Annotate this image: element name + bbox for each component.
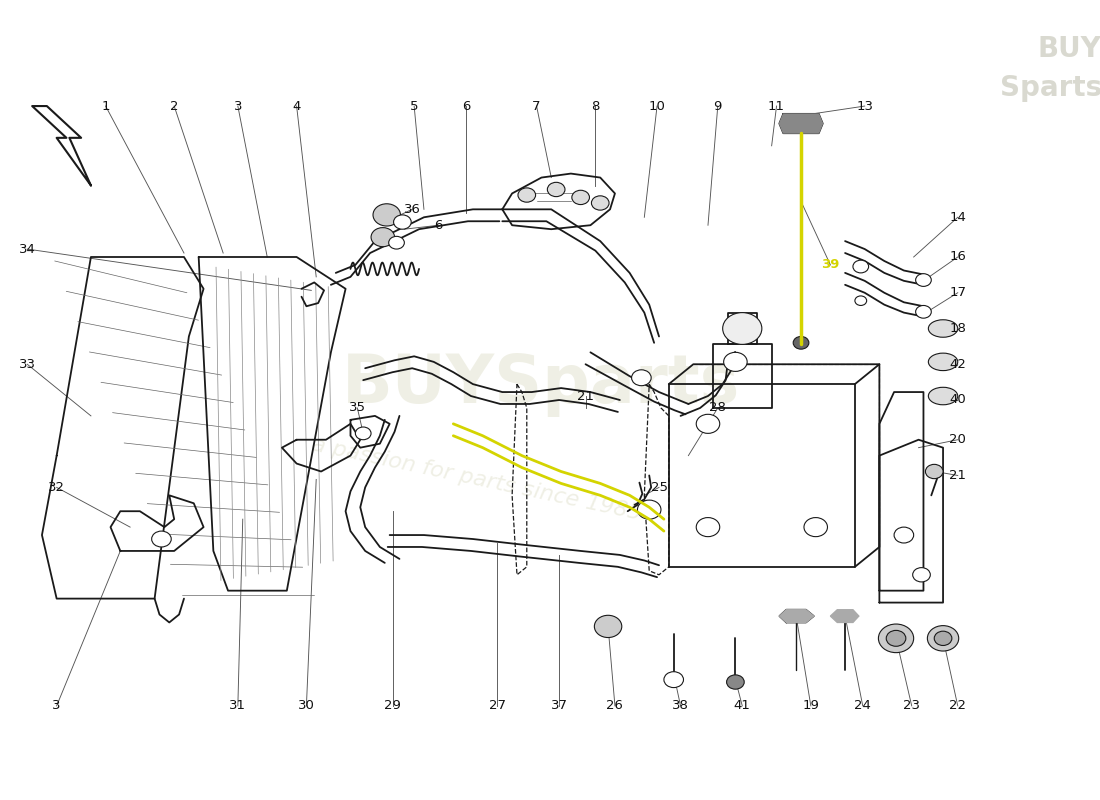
Circle shape [631, 370, 651, 386]
Text: 40: 40 [949, 394, 966, 406]
Circle shape [394, 215, 411, 229]
Circle shape [804, 518, 827, 537]
Circle shape [592, 196, 609, 210]
Circle shape [572, 190, 590, 205]
Text: BUYSparts: BUYSparts [342, 351, 740, 417]
Text: 3: 3 [233, 99, 242, 113]
Text: 2: 2 [169, 99, 178, 113]
Text: 9: 9 [714, 99, 722, 113]
Text: 21: 21 [949, 469, 966, 482]
Text: 18: 18 [949, 322, 966, 335]
Text: 11: 11 [768, 99, 785, 113]
Text: 3: 3 [53, 699, 60, 712]
Circle shape [548, 182, 565, 197]
Circle shape [152, 531, 172, 547]
Text: 21: 21 [578, 390, 594, 402]
Circle shape [723, 313, 762, 344]
Text: 19: 19 [802, 699, 820, 712]
Circle shape [696, 414, 719, 434]
Circle shape [388, 236, 405, 249]
Text: 25: 25 [650, 481, 668, 494]
Text: 29: 29 [384, 699, 402, 712]
Text: 7: 7 [532, 99, 541, 113]
Polygon shape [830, 610, 859, 622]
Text: BUY: BUY [1037, 34, 1100, 62]
Text: 16: 16 [949, 250, 966, 263]
Polygon shape [780, 114, 823, 133]
Circle shape [887, 630, 905, 646]
Text: 28: 28 [710, 402, 726, 414]
Text: 35: 35 [349, 402, 366, 414]
Ellipse shape [928, 320, 958, 338]
Text: 10: 10 [649, 99, 666, 113]
Polygon shape [780, 610, 814, 622]
Text: 6: 6 [462, 99, 470, 113]
Text: 39: 39 [822, 258, 839, 271]
Circle shape [915, 306, 932, 318]
Text: 32: 32 [48, 481, 65, 494]
Text: 22: 22 [949, 699, 966, 712]
Text: 1: 1 [101, 99, 110, 113]
Text: 20: 20 [949, 434, 966, 446]
Text: 23: 23 [903, 699, 921, 712]
Text: 33: 33 [19, 358, 36, 370]
Circle shape [724, 352, 747, 371]
Circle shape [793, 337, 808, 349]
Circle shape [594, 615, 621, 638]
Circle shape [934, 631, 952, 646]
Text: 26: 26 [606, 699, 624, 712]
Text: 36: 36 [404, 203, 420, 216]
Circle shape [913, 568, 931, 582]
Text: 4: 4 [293, 99, 300, 113]
Circle shape [355, 427, 371, 440]
Text: 24: 24 [855, 699, 871, 712]
Text: Sparts: Sparts [1000, 74, 1100, 102]
Text: 13: 13 [856, 99, 873, 113]
Text: a passion for parts since 1985: a passion for parts since 1985 [310, 434, 644, 524]
Circle shape [925, 464, 943, 478]
Text: 30: 30 [298, 699, 315, 712]
Circle shape [852, 260, 869, 273]
Circle shape [664, 672, 683, 687]
Text: 41: 41 [734, 699, 750, 712]
Circle shape [894, 527, 914, 543]
Text: 31: 31 [229, 699, 246, 712]
Text: 17: 17 [949, 286, 966, 299]
Circle shape [371, 228, 395, 246]
Text: 37: 37 [551, 699, 568, 712]
Text: 8: 8 [591, 99, 600, 113]
Text: 34: 34 [19, 242, 35, 255]
Text: 6: 6 [434, 218, 443, 232]
Text: 5: 5 [410, 99, 418, 113]
Text: 42: 42 [949, 358, 966, 370]
Circle shape [855, 296, 867, 306]
Ellipse shape [928, 387, 958, 405]
Text: 27: 27 [488, 699, 506, 712]
Circle shape [518, 188, 536, 202]
Circle shape [727, 675, 745, 689]
Ellipse shape [928, 353, 958, 370]
Circle shape [927, 626, 959, 651]
Text: 14: 14 [949, 210, 966, 224]
Circle shape [373, 204, 400, 226]
Circle shape [879, 624, 914, 653]
Circle shape [638, 500, 661, 519]
Text: 38: 38 [672, 699, 689, 712]
Circle shape [696, 518, 719, 537]
Circle shape [915, 274, 932, 286]
